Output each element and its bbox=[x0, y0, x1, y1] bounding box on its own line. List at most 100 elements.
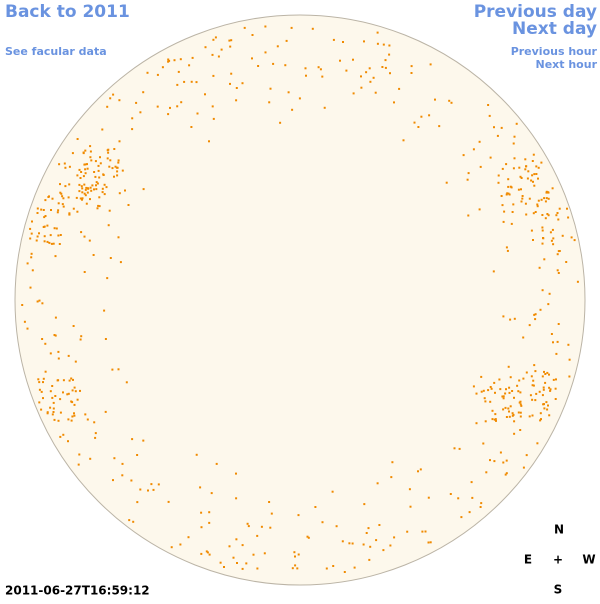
facula bbox=[293, 551, 296, 554]
facula bbox=[169, 106, 171, 109]
facula bbox=[95, 181, 98, 184]
facula bbox=[132, 520, 135, 523]
facula bbox=[42, 397, 44, 400]
facula bbox=[408, 488, 411, 491]
facula bbox=[504, 406, 507, 409]
facula bbox=[43, 216, 46, 219]
facula bbox=[73, 412, 75, 415]
facula bbox=[567, 216, 570, 219]
facular-link[interactable]: See facular data bbox=[5, 45, 107, 58]
facula bbox=[173, 59, 176, 62]
facula bbox=[118, 140, 121, 143]
previous-day-link[interactable]: Previous day bbox=[474, 2, 597, 22]
facula bbox=[389, 72, 391, 75]
facula bbox=[117, 236, 120, 239]
facula bbox=[211, 53, 214, 56]
facula bbox=[89, 186, 92, 189]
facula bbox=[544, 217, 547, 220]
facula bbox=[513, 432, 516, 435]
facula bbox=[98, 205, 101, 208]
facula bbox=[543, 258, 546, 261]
facula bbox=[491, 409, 494, 412]
previous-hour-link[interactable]: Previous hour bbox=[511, 45, 598, 58]
facula bbox=[92, 254, 95, 256]
facula bbox=[555, 378, 557, 381]
facula bbox=[89, 156, 92, 159]
facula bbox=[78, 190, 81, 193]
facula bbox=[472, 148, 475, 151]
facula bbox=[73, 386, 76, 389]
facula bbox=[568, 358, 571, 361]
facula bbox=[121, 462, 124, 465]
facula bbox=[512, 167, 515, 170]
facula bbox=[64, 185, 67, 188]
facula bbox=[73, 414, 76, 417]
facula bbox=[152, 488, 155, 491]
facula bbox=[541, 394, 544, 397]
facula bbox=[502, 397, 505, 400]
facula bbox=[44, 215, 47, 217]
facula bbox=[241, 82, 244, 85]
facula bbox=[531, 174, 534, 177]
next-day-link[interactable]: Next day bbox=[512, 19, 597, 39]
facula bbox=[46, 411, 49, 414]
facula bbox=[325, 567, 328, 570]
facula bbox=[510, 222, 513, 225]
facula bbox=[505, 193, 508, 196]
facula bbox=[509, 318, 512, 321]
facula bbox=[130, 479, 133, 482]
next-hour-link[interactable]: Next hour bbox=[536, 58, 598, 71]
facula bbox=[531, 414, 534, 417]
facula bbox=[498, 378, 501, 381]
facula bbox=[101, 128, 104, 131]
facula bbox=[541, 226, 544, 229]
facula bbox=[417, 470, 419, 473]
facula bbox=[26, 262, 29, 265]
facula bbox=[38, 299, 41, 302]
facula bbox=[368, 67, 371, 70]
facula bbox=[139, 111, 142, 114]
facula bbox=[131, 117, 134, 120]
facula bbox=[68, 165, 71, 168]
facula bbox=[118, 99, 121, 102]
facula bbox=[561, 234, 564, 237]
back-link[interactable]: Back to 2011 bbox=[5, 2, 130, 22]
facula bbox=[103, 309, 106, 312]
facula bbox=[53, 334, 56, 336]
facula bbox=[519, 391, 522, 394]
facula bbox=[191, 56, 194, 59]
facula bbox=[99, 156, 101, 159]
facula bbox=[195, 453, 198, 456]
facula bbox=[513, 157, 516, 160]
facula bbox=[475, 392, 478, 395]
facula bbox=[534, 211, 537, 213]
facula bbox=[551, 187, 554, 190]
facula bbox=[554, 398, 557, 400]
facula bbox=[527, 170, 530, 173]
facula bbox=[479, 506, 482, 508]
facula bbox=[505, 163, 508, 166]
facula bbox=[62, 433, 65, 436]
facula bbox=[557, 323, 560, 325]
facula bbox=[96, 207, 99, 210]
facula bbox=[541, 289, 544, 292]
facula bbox=[63, 162, 66, 165]
facula bbox=[507, 192, 510, 195]
facula bbox=[552, 237, 555, 240]
facula bbox=[77, 463, 80, 466]
facula bbox=[78, 453, 81, 456]
facula bbox=[167, 58, 170, 61]
facula bbox=[522, 377, 525, 380]
facula bbox=[424, 530, 427, 533]
facula bbox=[348, 542, 351, 545]
facula bbox=[269, 526, 272, 529]
facula bbox=[204, 46, 207, 49]
facula bbox=[417, 126, 420, 128]
facula bbox=[376, 482, 379, 485]
facula bbox=[304, 67, 307, 70]
facula bbox=[96, 182, 99, 185]
facula bbox=[507, 178, 510, 181]
facula bbox=[528, 197, 531, 200]
facula bbox=[497, 181, 500, 184]
